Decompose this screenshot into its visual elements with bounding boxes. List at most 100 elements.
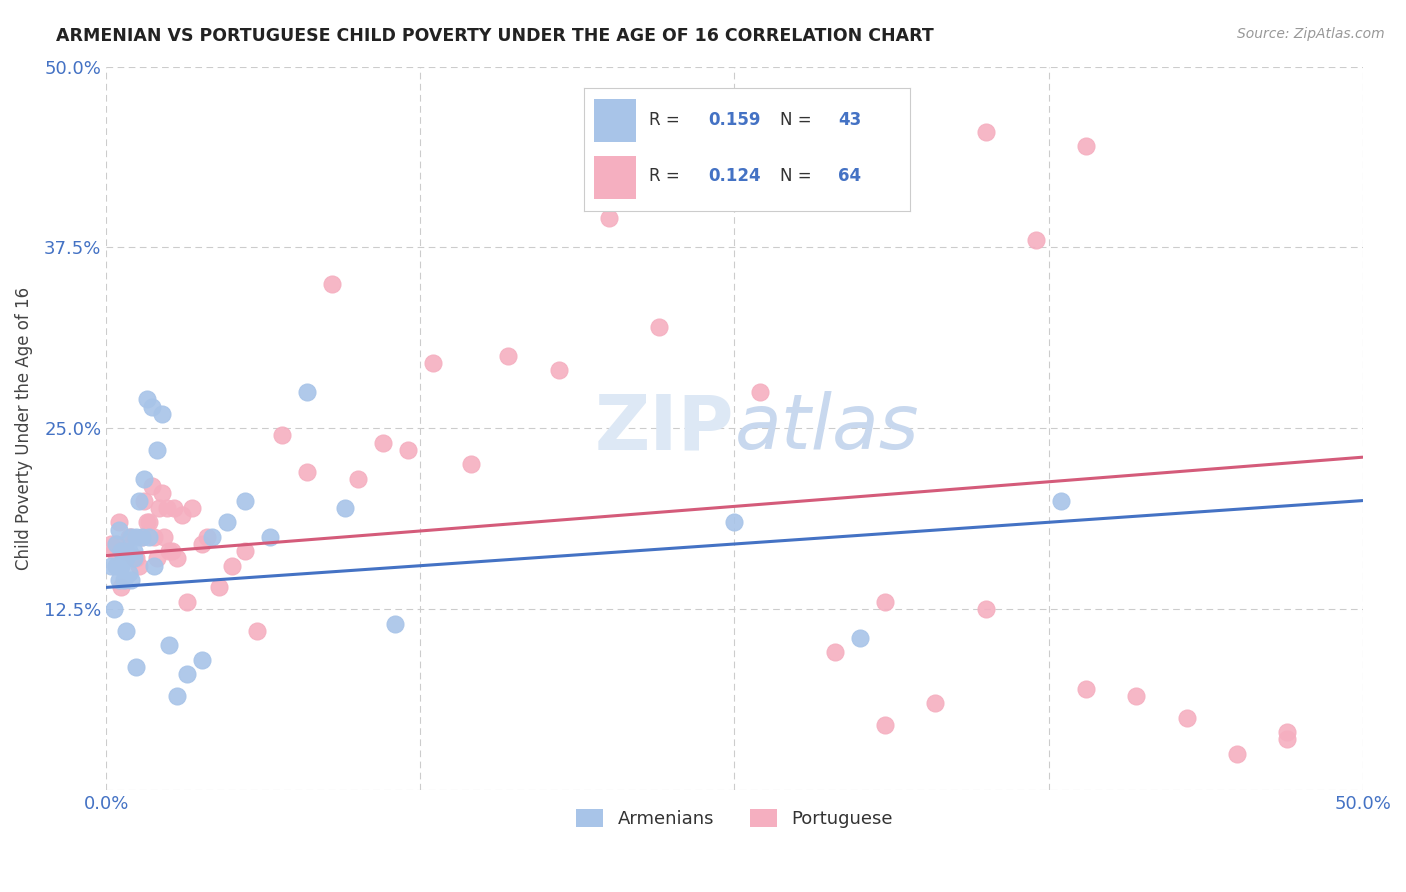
Point	[170, 508, 193, 522]
Point	[118, 544, 141, 558]
Point	[371, 435, 394, 450]
Point	[157, 638, 180, 652]
Point	[460, 458, 482, 472]
Text: Source: ZipAtlas.com: Source: ZipAtlas.com	[1237, 27, 1385, 41]
Point	[103, 544, 125, 558]
Point	[208, 581, 231, 595]
Point	[396, 442, 419, 457]
Point	[191, 653, 214, 667]
Point	[1076, 681, 1098, 696]
Point	[100, 537, 122, 551]
Point	[547, 363, 569, 377]
Point	[974, 602, 997, 616]
Point	[112, 551, 135, 566]
Point	[156, 500, 179, 515]
Point	[110, 581, 132, 595]
Point	[849, 631, 872, 645]
Point	[384, 616, 406, 631]
Point	[108, 516, 131, 530]
Point	[118, 530, 141, 544]
Point	[153, 530, 176, 544]
Point	[176, 595, 198, 609]
Point	[271, 428, 294, 442]
Point	[135, 392, 157, 407]
Point	[875, 718, 897, 732]
Point	[131, 530, 153, 544]
Point	[498, 349, 520, 363]
Point	[122, 551, 145, 566]
Point	[321, 277, 343, 291]
Point	[135, 516, 157, 530]
Text: atlas: atlas	[734, 392, 920, 466]
Point	[723, 516, 745, 530]
Point	[157, 544, 180, 558]
Point	[1050, 493, 1073, 508]
Point	[648, 320, 671, 334]
Point	[748, 385, 770, 400]
Point	[195, 530, 218, 544]
Point	[1275, 732, 1298, 747]
Point	[132, 472, 155, 486]
Point	[115, 544, 138, 558]
Point	[108, 573, 131, 587]
Point	[121, 530, 143, 544]
Point	[215, 516, 238, 530]
Point	[346, 472, 368, 486]
Point	[233, 544, 256, 558]
Point	[221, 558, 243, 573]
Point	[1076, 139, 1098, 153]
Point	[145, 442, 167, 457]
Point	[598, 211, 620, 226]
Point	[121, 573, 143, 587]
Point	[145, 551, 167, 566]
Point	[141, 400, 163, 414]
Point	[143, 558, 166, 573]
Point	[150, 407, 173, 421]
Point	[125, 530, 148, 544]
Point	[974, 125, 997, 139]
Point	[176, 667, 198, 681]
Point	[105, 537, 128, 551]
Point	[110, 558, 132, 573]
Point	[875, 595, 897, 609]
Point	[233, 493, 256, 508]
Text: ZIP: ZIP	[595, 392, 734, 466]
Point	[110, 544, 132, 558]
Point	[105, 558, 128, 573]
Point	[100, 558, 122, 573]
Point	[132, 493, 155, 508]
Point	[115, 624, 138, 638]
Point	[333, 500, 356, 515]
Point	[160, 544, 183, 558]
Point	[143, 530, 166, 544]
Point	[1175, 710, 1198, 724]
Point	[191, 537, 214, 551]
Text: ARMENIAN VS PORTUGUESE CHILD POVERTY UNDER THE AGE OF 16 CORRELATION CHART: ARMENIAN VS PORTUGUESE CHILD POVERTY UND…	[56, 27, 934, 45]
Point	[148, 500, 170, 515]
Legend: Armenians, Portuguese: Armenians, Portuguese	[568, 801, 900, 835]
Point	[141, 479, 163, 493]
Point	[1125, 689, 1147, 703]
Point	[1025, 233, 1047, 247]
Y-axis label: Child Poverty Under the Age of 16: Child Poverty Under the Age of 16	[15, 286, 32, 570]
Point	[115, 551, 138, 566]
Point	[138, 530, 160, 544]
Point	[138, 516, 160, 530]
Point	[118, 566, 141, 580]
Point	[246, 624, 269, 638]
Point	[1275, 725, 1298, 739]
Point	[125, 660, 148, 674]
Point	[122, 544, 145, 558]
Point	[128, 558, 150, 573]
Point	[112, 544, 135, 558]
Point	[824, 645, 846, 659]
Point	[108, 523, 131, 537]
Point	[166, 689, 188, 703]
Point	[125, 551, 148, 566]
Point	[122, 551, 145, 566]
Point	[201, 530, 224, 544]
Point	[1226, 747, 1249, 761]
Point	[259, 530, 281, 544]
Point	[422, 356, 444, 370]
Point	[163, 500, 186, 515]
